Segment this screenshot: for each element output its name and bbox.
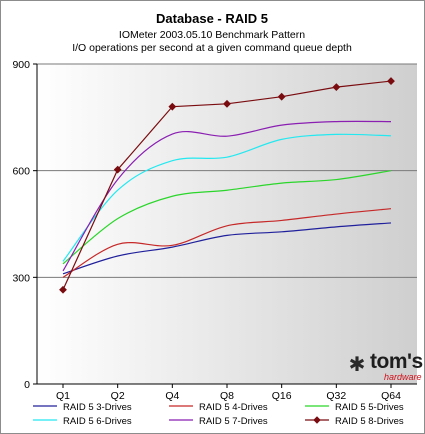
y-tick-label: 0 — [24, 379, 30, 391]
plot-area — [37, 64, 417, 384]
data-point-raid-5-8-drives — [168, 102, 177, 111]
x-tick-label: Q32 — [326, 390, 346, 402]
y-tick-label: 300 — [12, 272, 30, 284]
legend-label-raid-5-3-drives: RAID 5 3-Drives — [63, 402, 132, 413]
toms-hardware-logo: ✱ tom's hardware — [346, 351, 424, 385]
legend-label-raid-5-5-drives: RAID 5 5-Drives — [335, 402, 404, 413]
x-tick-label: Q8 — [220, 390, 234, 402]
x-tick-label: Q2 — [111, 390, 125, 402]
series-line-raid-5-5-drives — [62, 170, 392, 265]
data-point-raid-5-8-drives — [223, 99, 231, 108]
chart-title: Database - RAID 5 — [156, 11, 268, 26]
logo-sub-text: hardware — [384, 372, 422, 382]
x-tick-label: Q1 — [56, 390, 70, 402]
series-line-raid-5-3-drives — [62, 222, 392, 275]
series-line-raid-5-7-drives — [62, 120, 392, 272]
data-point-raid-5-8-drives — [59, 285, 67, 294]
series-line-raid-5-4-drives — [62, 208, 392, 278]
x-tick-label: Q16 — [272, 390, 292, 402]
legend-label-raid-5-7-drives: RAID 5 7-Drives — [199, 416, 268, 427]
legend-marker-raid-5-8-drives — [313, 416, 321, 424]
legend-label-raid-5-4-drives: RAID 5 4-Drives — [199, 402, 268, 413]
series-line-raid-5-6-drives — [62, 133, 392, 262]
y-tick-label: 600 — [12, 166, 30, 178]
data-point-raid-5-8-drives — [113, 165, 122, 174]
chart-subtitle-line: I/O operations per second at a given com… — [72, 42, 352, 54]
chart-subtitle-line: IOMeter 2003.05.10 Benchmark Pattern — [119, 29, 305, 41]
legend-label-raid-5-8-drives: RAID 5 8-Drives — [335, 416, 404, 427]
y-tick-label: 900 — [12, 59, 30, 71]
data-point-raid-5-8-drives — [332, 83, 341, 92]
legend-label-raid-5-6-drives: RAID 5 6-Drives — [63, 416, 132, 427]
data-point-raid-5-8-drives — [277, 92, 286, 101]
data-point-raid-5-8-drives — [387, 77, 395, 85]
x-tick-label: Q64 — [381, 390, 401, 402]
logo-star-icon: ✱ — [348, 354, 366, 376]
logo-brand-text: tom's — [370, 350, 423, 373]
x-tick-label: Q4 — [165, 390, 179, 402]
